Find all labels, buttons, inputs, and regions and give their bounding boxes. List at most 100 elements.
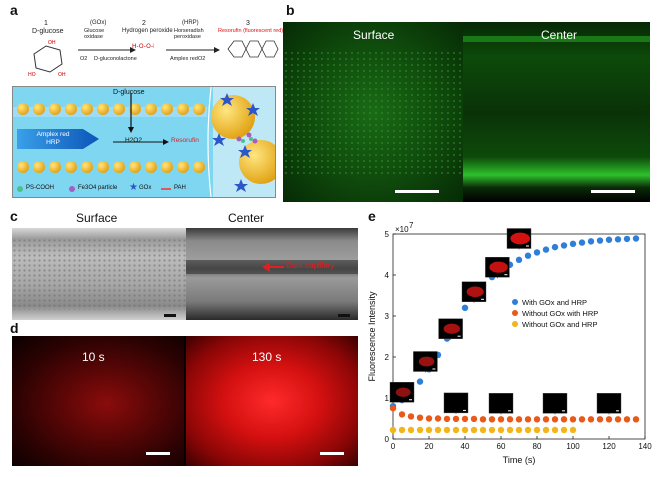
legend-label-ps-cooh: PS-COOH <box>26 185 55 191</box>
panel-d-10s-title: 10 s <box>82 350 105 364</box>
inset-scale-bar <box>457 335 461 337</box>
x-tick-label: 0 <box>391 442 396 451</box>
inset-signal <box>395 387 411 397</box>
data-point <box>533 249 541 256</box>
scale-bar-b-right <box>591 190 635 193</box>
bead-assembly-schematic: D-glucose Amplex red HRP H2O2 Resorufin … <box>12 86 276 198</box>
panel-label-a: a <box>10 2 18 18</box>
reaction-arrow-2-icon <box>166 47 220 53</box>
enzyme-2-cofactor: Amplex red <box>170 56 198 62</box>
legend-swatch-pah <box>161 188 171 190</box>
schematic-resorufin-label: Resorufin <box>171 137 199 144</box>
data-point <box>398 411 406 418</box>
x-tick-label: 60 <box>497 442 506 451</box>
data-point <box>551 416 559 423</box>
center-brightfield-image <box>186 228 358 320</box>
panel-b-center-title: Center <box>541 28 578 42</box>
data-point <box>569 426 577 434</box>
data-point <box>443 426 451 434</box>
inset-scale-bar <box>504 274 508 276</box>
panel-c-surface-title: Surface <box>76 211 118 225</box>
x-tick-label: 80 <box>533 442 542 451</box>
data-point <box>605 236 613 243</box>
svg-text:OH: OH <box>48 40 56 46</box>
data-point <box>578 416 586 423</box>
data-point <box>560 426 568 434</box>
panel-b-surface-title: Surface <box>353 28 395 42</box>
scale-bar-b-left <box>395 190 439 193</box>
legend-label-gox: GOx <box>139 185 152 191</box>
data-point <box>416 414 424 421</box>
data-point <box>623 416 631 423</box>
inset-signal <box>443 323 460 334</box>
data-point <box>623 235 631 243</box>
data-point <box>452 415 460 423</box>
data-point <box>434 415 442 422</box>
peroxide-structure-icon: H-O-O-H <box>132 43 154 50</box>
inset-signal <box>510 232 530 245</box>
step-1-number: 1 <box>44 20 48 27</box>
inset-thumbnail <box>596 393 622 414</box>
enzyme-2-product: O2 <box>198 56 206 62</box>
data-point <box>614 416 622 423</box>
fluorescence-intensity-chart: 0 20 40 60 80 100 120 140 0 1 2 3 4 5 ×10 7 Time (s) Fluo… <box>365 221 655 472</box>
enzyme-1-product: D-gluconolactone <box>94 56 137 62</box>
data-point <box>542 246 550 253</box>
step-1-name: D-glucose <box>32 28 64 35</box>
panel-d-130s-title: 130 s <box>252 350 282 364</box>
data-point <box>506 426 514 434</box>
legend-marker <box>512 321 518 327</box>
data-point <box>524 426 532 434</box>
chart-svg: 0 20 40 60 80 100 120 140 0 1 2 3 4 5 ×10 7 Time (s) Fluo… <box>367 221 652 465</box>
panel-label-b: b <box>286 2 295 18</box>
red-fluorescence-micrograph: 10 s 130 s <box>12 336 358 466</box>
data-point <box>398 426 406 434</box>
panel-c-center-title: Center <box>228 211 265 225</box>
svg-text:HO: HO <box>28 72 36 78</box>
enzyme-2-name: Horseradish peroxidase <box>174 28 204 40</box>
step-2-number: 2 <box>142 20 146 27</box>
schematic-drawing <box>13 87 275 197</box>
red-image-130s <box>186 336 358 466</box>
panel-label-e: e <box>368 208 376 224</box>
legend-label-pah: PAH <box>174 185 186 191</box>
y-tick-label: 0 <box>385 435 390 444</box>
flow-arrow <box>17 129 99 149</box>
x-tick-label: 140 <box>638 442 652 451</box>
schematic-legend: PS-COOH Fe3O4 particle ★ GOx PAH <box>17 183 207 195</box>
x-tick-label: 40 <box>461 442 470 451</box>
data-point <box>416 426 424 434</box>
data-point <box>479 416 487 423</box>
data-point <box>425 426 433 434</box>
data-point <box>452 426 460 434</box>
inset-thumbnail <box>488 393 514 414</box>
data-point <box>632 416 640 423</box>
scale-bar-d-left <box>146 452 170 455</box>
data-point <box>497 416 505 423</box>
x-tick-label: 100 <box>566 442 580 451</box>
data-point <box>497 426 505 434</box>
inset-thumbnail <box>443 392 469 414</box>
data-point <box>542 426 550 434</box>
data-point <box>461 426 469 434</box>
inset-thumbnail <box>542 393 568 414</box>
data-point <box>569 416 577 423</box>
scale-bar-c-left <box>164 314 176 317</box>
inset-scale-bar <box>481 298 484 300</box>
data-point <box>596 237 604 244</box>
surface-brightfield-image <box>12 228 186 320</box>
bead-row-bottom <box>17 161 205 173</box>
enzyme-1-cofactor: O2 <box>80 56 88 62</box>
enzyme-1-name: Glucose oxidase <box>84 28 105 40</box>
panel-label-d: d <box>10 320 19 336</box>
y-tick-label: 5 <box>385 230 390 239</box>
inset-scale-bar <box>432 368 436 370</box>
resorufin-structure-icon <box>227 40 279 58</box>
enzyme-1-abbr: (GOx) <box>90 20 107 26</box>
data-point <box>614 236 622 243</box>
inset-signal <box>489 261 508 273</box>
dark-capillary-label: Dark capillary <box>286 261 335 270</box>
data-point <box>461 304 469 311</box>
inset-scale-bar <box>508 410 511 412</box>
legend-label: With GOx and HRP <box>522 298 587 307</box>
